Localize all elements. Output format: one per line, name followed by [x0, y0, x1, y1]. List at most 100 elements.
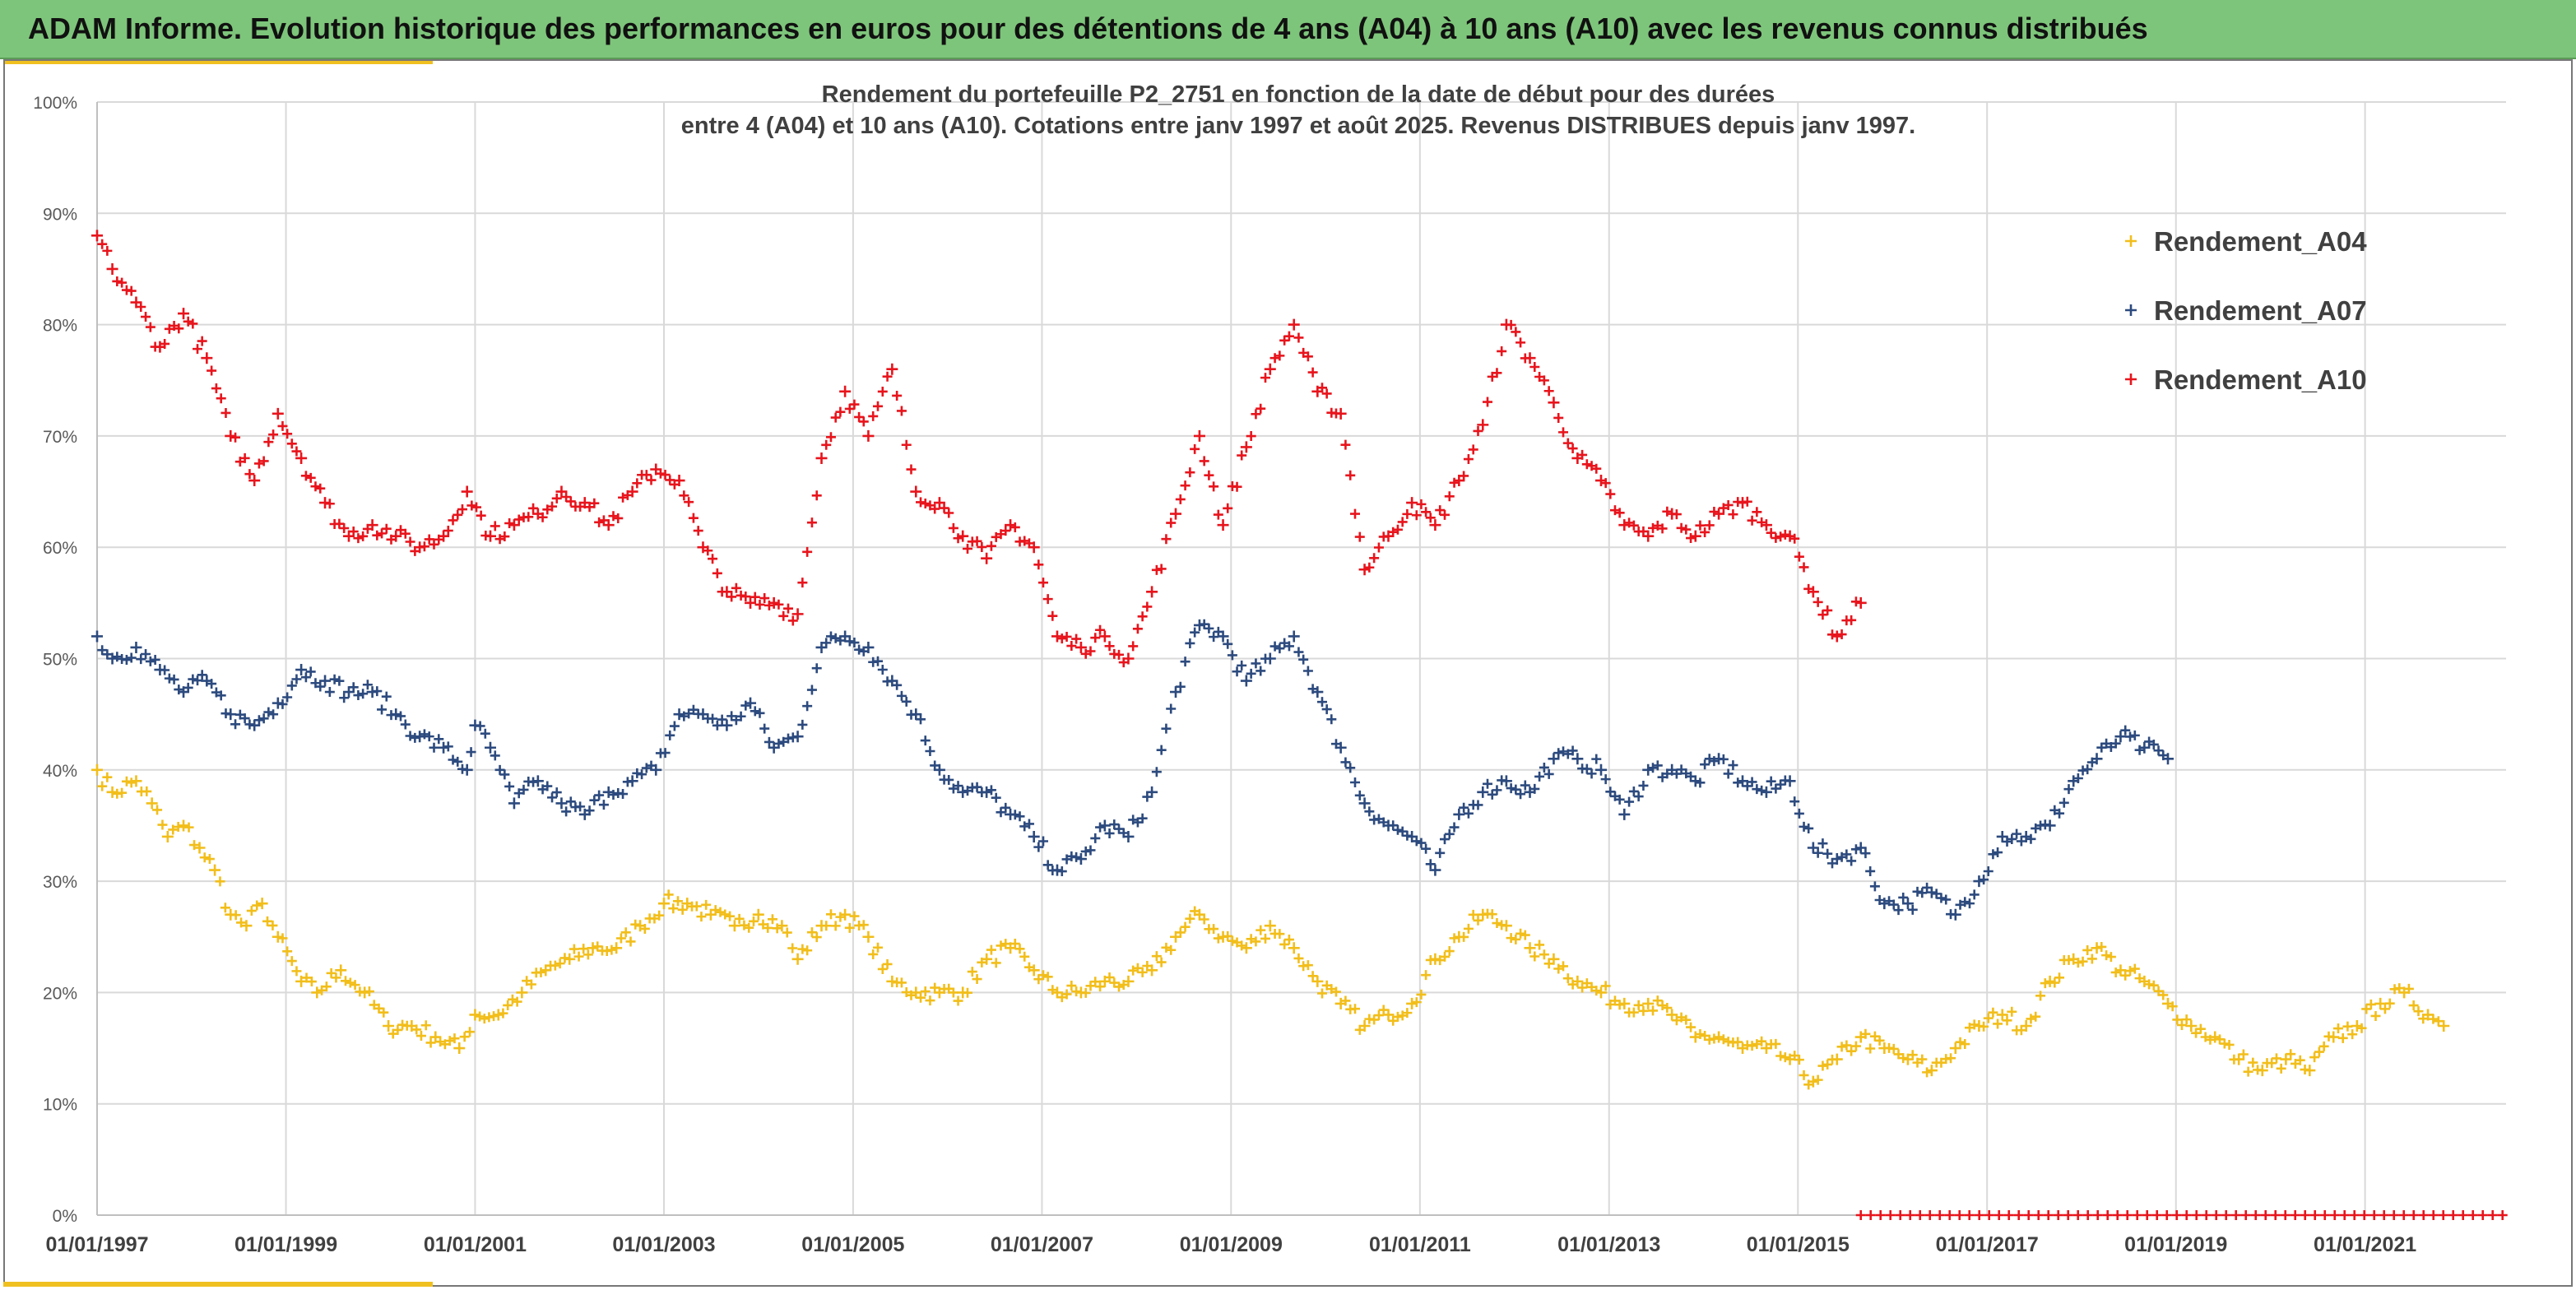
data-point	[1307, 971, 1318, 981]
data-point	[589, 795, 600, 805]
data-point	[1955, 1037, 1966, 1047]
data-point	[1686, 533, 1696, 544]
data-point	[2016, 836, 2026, 847]
data-point	[286, 680, 297, 691]
data-point	[448, 754, 458, 765]
data-point	[1993, 1019, 2003, 1029]
data-point	[1907, 904, 1918, 915]
series-markers	[91, 230, 2450, 1090]
data-point	[230, 910, 241, 921]
data-point	[1128, 965, 1139, 976]
data-point	[873, 656, 883, 666]
data-point	[1812, 847, 1823, 858]
data-point	[1841, 1040, 1852, 1051]
data-point	[1591, 754, 1602, 764]
data-point	[453, 509, 463, 520]
data-point	[1014, 811, 1025, 822]
data-point	[2398, 1210, 2409, 1220]
data-point	[1104, 641, 1115, 652]
data-point	[1799, 562, 1809, 573]
data-point	[1487, 909, 1497, 920]
data-point	[1695, 1029, 1706, 1040]
data-point	[512, 996, 522, 1007]
data-point	[2063, 784, 2074, 795]
data-point	[2365, 999, 2376, 1009]
data-point	[277, 698, 288, 709]
data-point	[2072, 958, 2083, 968]
data-point	[2138, 741, 2151, 754]
data-point	[197, 670, 207, 680]
data-point	[2448, 1210, 2458, 1220]
data-point	[783, 603, 794, 614]
data-point	[2413, 1006, 2424, 1017]
data-point	[1789, 796, 1800, 807]
data-point	[1993, 1210, 2004, 1220]
data-point	[2195, 1023, 2206, 1034]
data-point	[811, 932, 822, 943]
y-tick-label: 70%	[43, 428, 77, 447]
data-point	[752, 908, 764, 921]
data-point	[306, 977, 317, 987]
data-point	[1042, 860, 1053, 870]
data-point	[555, 485, 568, 498]
data-point	[1056, 866, 1067, 877]
data-point	[1506, 319, 1516, 330]
data-point	[830, 412, 841, 423]
data-point	[150, 654, 160, 665]
data-point	[1733, 1037, 1743, 1047]
data-point	[2040, 978, 2050, 989]
y-tick-labels: 0% 10% 20% 30% 40% 50% 60% 70% 80% 90% 100%	[33, 94, 77, 1226]
data-point	[1010, 810, 1020, 820]
data-point	[1924, 1210, 1935, 1220]
data-point	[1251, 409, 1261, 420]
data-point	[641, 470, 652, 480]
data-point	[1190, 627, 1200, 638]
data-point	[1686, 1022, 1696, 1032]
data-point	[364, 986, 374, 997]
data-point	[806, 927, 817, 938]
data-point	[1827, 858, 1837, 869]
data-point	[390, 530, 402, 542]
data-point	[1539, 949, 1549, 960]
data-point	[930, 760, 940, 771]
data-point	[291, 674, 302, 684]
data-point	[986, 785, 996, 796]
data-point	[1028, 541, 1040, 554]
data-point	[305, 472, 316, 483]
data-point	[2125, 304, 2137, 316]
data-point	[2318, 1041, 2329, 1051]
data-point	[910, 708, 922, 721]
data-point	[1960, 1039, 1970, 1050]
x-tick-label: 01/01/2009	[1180, 1233, 1283, 1256]
data-point	[1175, 681, 1186, 692]
data-point	[1728, 509, 1738, 520]
data-point	[419, 541, 429, 552]
data-point	[508, 797, 520, 810]
data-point	[2012, 828, 2022, 839]
data-point	[345, 977, 355, 988]
data-point	[1895, 1210, 1905, 1220]
data-point	[331, 972, 341, 983]
data-point	[531, 775, 544, 787]
data-point	[1358, 797, 1371, 810]
data-point	[112, 652, 123, 662]
data-point	[2280, 1210, 2291, 1220]
data-point	[672, 896, 683, 907]
data-point	[637, 769, 647, 780]
data-point	[484, 530, 496, 542]
data-point	[1109, 819, 1120, 830]
data-point	[886, 363, 898, 375]
data-point	[1529, 951, 1540, 962]
data-point	[684, 497, 694, 508]
data-point	[2020, 1019, 2032, 1032]
legend-label: Rendement_A07	[2154, 295, 2367, 326]
data-point	[2304, 1065, 2316, 1077]
data-point	[225, 708, 237, 721]
data-point	[1676, 522, 1687, 533]
data-point	[358, 689, 369, 699]
data-point	[453, 1042, 466, 1055]
data-point	[97, 781, 108, 791]
data-point	[145, 322, 155, 332]
data-point	[1000, 802, 1011, 813]
data-point	[91, 763, 103, 776]
